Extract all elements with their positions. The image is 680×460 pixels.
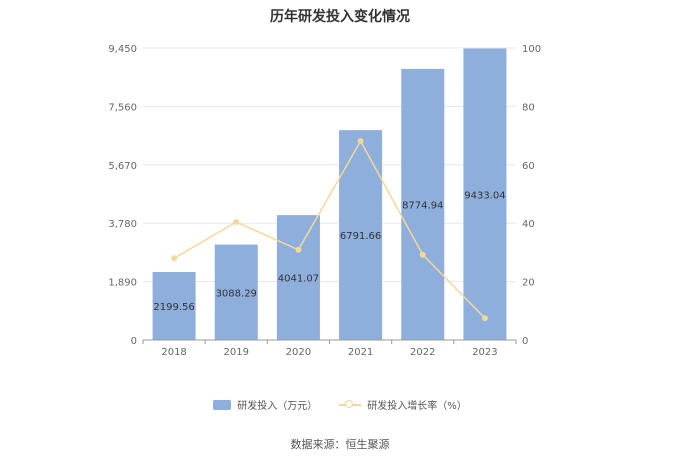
- legend-label-bar: 研发投入（万元）: [237, 401, 318, 412]
- bar-data-label: 6791.66: [340, 231, 381, 242]
- legend-label-line: 研发投入增长率（%）: [367, 401, 467, 412]
- legend-item-line[interactable]: 研发投入增长率（%）: [339, 397, 467, 412]
- line-point: [419, 251, 426, 258]
- x-tick-label: 2020: [286, 347, 311, 358]
- bar-data-label: 2199.56: [153, 302, 194, 313]
- bar: [463, 48, 507, 341]
- bar: [401, 68, 445, 340]
- y-right-tick-label: 20: [522, 278, 535, 289]
- y-right-tick-label: 60: [522, 161, 535, 172]
- line-point: [295, 246, 302, 253]
- axis-layer: 0 0 1,890 20 3,780 40 5,670 60 7,560 80 9,450 100 20…: [108, 44, 541, 358]
- y-right-tick-label: 100: [522, 44, 541, 55]
- bar: [214, 244, 258, 340]
- source-note: 数据来源：恒生聚源: [290, 438, 390, 451]
- grid-layer: [143, 47, 516, 283]
- line-point: [357, 138, 364, 145]
- x-tick-label: 2023: [472, 347, 497, 358]
- chart-title: 历年研发投入变化情况: [270, 9, 410, 25]
- y-left-tick-label: 5,670: [108, 161, 137, 172]
- bar-data-label: 8774.94: [402, 200, 443, 211]
- y-left-tick-label: 3,780: [108, 219, 137, 230]
- legend-line-swatch: [339, 399, 362, 411]
- x-tick-label: 2019: [224, 347, 249, 358]
- line-point: [233, 219, 240, 226]
- x-tick-label: 2022: [410, 347, 435, 358]
- growth-line: [173, 139, 486, 319]
- y-right-tick-label: 0: [522, 336, 528, 347]
- bar-data-label: 4041.07: [278, 274, 319, 285]
- x-tick-label: 2021: [348, 347, 373, 358]
- y-right-tick-label: 40: [522, 219, 535, 230]
- bar-data-label: 9433.04: [464, 190, 505, 201]
- bar: [276, 215, 320, 340]
- bar-data-label: 3088.29: [216, 288, 257, 299]
- y-right-tick-label: 80: [522, 102, 535, 113]
- legend-line-dot: [345, 399, 354, 408]
- legend: 研发投入（万元） 研发投入增长率（%）: [0, 397, 680, 412]
- bar: [152, 272, 196, 340]
- legend-bar-swatch: [213, 399, 232, 410]
- y-left-tick-label: 0: [131, 336, 137, 347]
- y-left-tick-label: 1,890: [108, 278, 137, 289]
- bars-layer: 2199.56 3088.29 4041.07 6791.66 8774.94 9433.…: [152, 48, 507, 341]
- line-point: [481, 315, 488, 322]
- y-left-tick-label: 7,560: [108, 102, 137, 113]
- line-point: [171, 255, 178, 262]
- y-left-tick-label: 9,450: [108, 44, 137, 55]
- line-layer: [171, 138, 488, 322]
- legend-item-bar[interactable]: 研发投入（万元）: [213, 397, 317, 412]
- x-tick-label: 2018: [161, 347, 186, 358]
